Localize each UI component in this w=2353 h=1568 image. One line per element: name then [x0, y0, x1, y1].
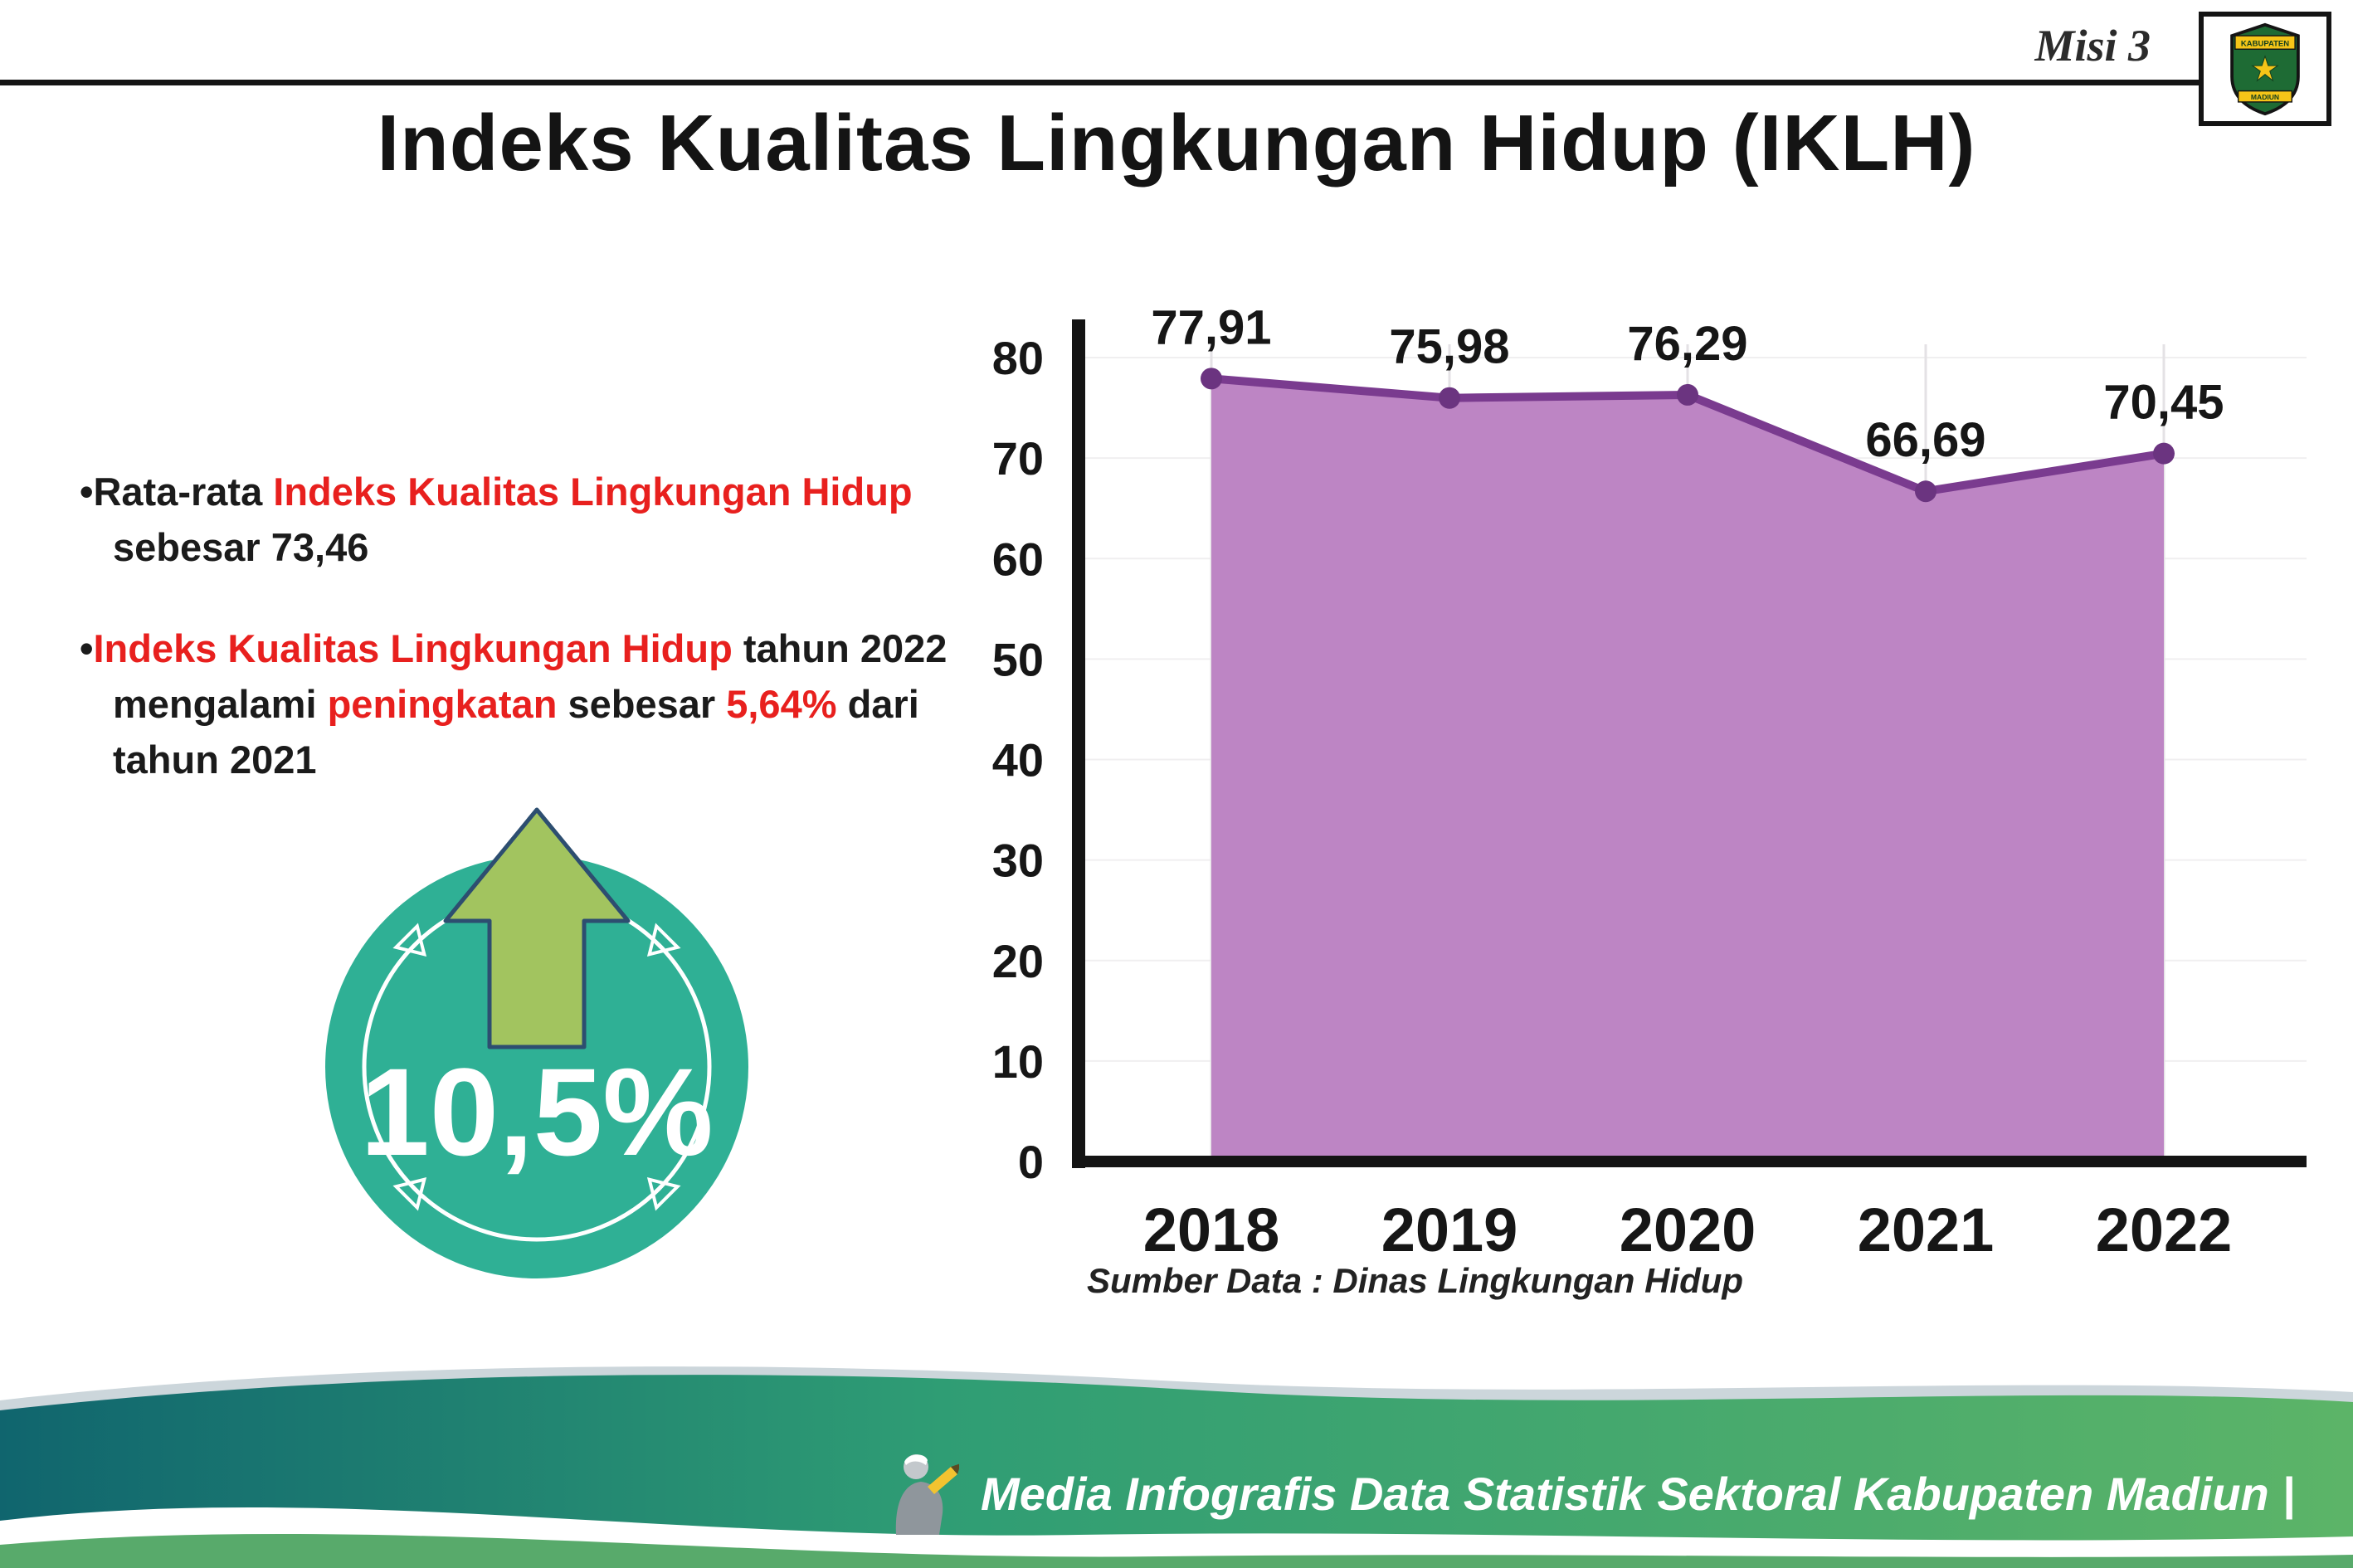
badge-ring-ticks	[392, 923, 681, 1211]
footer-wave-bottom	[0, 1534, 2353, 1568]
chart-point	[2153, 442, 2175, 465]
y-tick-label: 80	[992, 332, 1044, 384]
value-label: 66,69	[1865, 413, 1985, 467]
data-source: Sumber Data : Dinas Lingkungan Hidup	[1087, 1261, 1744, 1300]
y-tick-label: 20	[992, 935, 1044, 987]
mascot-icon	[895, 1454, 960, 1535]
x-tick-label: 2019	[1381, 1195, 1518, 1264]
highlight-text: Indeks Kualitas Lingkungan Hidup	[273, 470, 913, 514]
highlight-text: Indeks Kualitas Lingkungan Hidup	[93, 626, 733, 671]
y-tick-label: 50	[992, 633, 1044, 685]
x-tick-label: 2018	[1143, 1195, 1280, 1264]
body-text: dari tahun 2021	[113, 682, 919, 782]
bullet-item: •Indeks Kualitas Lingkungan Hidup tahun …	[80, 621, 951, 787]
footer-caption: Media Infografis Data Statistik Sektoral…	[981, 1467, 2295, 1520]
y-tick-label: 60	[992, 533, 1044, 585]
header-divider	[0, 80, 2200, 85]
iklh-chart: 0 10 20 30 40 50 60 70 80 77,91 75,98 76,29 66,69 70,…	[946, 299, 2353, 1344]
highlight-text: 5,64%	[726, 682, 837, 727]
chart-point	[1439, 387, 1460, 409]
chart-area	[1211, 378, 2164, 1161]
chart-point	[1677, 383, 1698, 406]
body-text: Rata-rata	[93, 470, 274, 514]
body-text: tahun 2022 mengalami	[113, 626, 948, 727]
footer-waves	[0, 1366, 2353, 1568]
y-tick-label: 0	[1018, 1136, 1044, 1188]
chart-point	[1915, 480, 1936, 503]
x-tick-label: 2021	[1858, 1195, 1995, 1264]
body-text: sebesar 73,46	[113, 524, 369, 569]
iklh-area-chart: 0 10 20 30 40 50 60 70 80 77,91 75,98 76,29 66,69 70,…	[992, 300, 2307, 1264]
misi-label: Misi 3	[2034, 21, 2151, 71]
bullet-item: •Rata-rata Indeks Kualitas Lingkungan Hi…	[80, 465, 951, 575]
y-tick-label: 70	[992, 432, 1044, 485]
bullet-marker: •	[80, 626, 94, 671]
footer-wave-main	[0, 1375, 2353, 1568]
x-tick-label: 2022	[2096, 1195, 2233, 1264]
chart-point	[1201, 368, 1222, 390]
highlight-text: peningkatan	[327, 682, 558, 727]
value-label: 77,91	[1151, 300, 1271, 354]
value-label: 76,29	[1627, 317, 1747, 371]
kabupaten-madiun-logo: KABUPATEN MADIUN	[2199, 12, 2331, 126]
value-label: 75,98	[1389, 320, 1509, 374]
up-arrow-icon	[443, 807, 631, 1049]
y-tick-label: 40	[992, 734, 1044, 786]
shield-icon: KABUPATEN MADIUN	[2230, 22, 2300, 116]
bullet-list: •Rata-rata Indeks Kualitas Lingkungan Hi…	[80, 465, 951, 835]
x-tick-label: 2020	[1620, 1195, 1756, 1264]
footer-bar: Media Infografis Data Statistik Sektoral…	[0, 1445, 2353, 1541]
increase-badge: 10,5%	[315, 798, 763, 1336]
body-text: sebesar	[557, 682, 727, 727]
logo-bottom-text: MADIUN	[2251, 93, 2279, 101]
logo-top-text: KABUPATEN	[2241, 39, 2289, 48]
increase-percentage: 10,5%	[360, 1042, 713, 1181]
y-tick-label: 30	[992, 835, 1044, 887]
badge-circle	[325, 855, 748, 1278]
bullet-marker: •	[80, 470, 94, 514]
page-title: Indeks Kualitas Lingkungan Hidup (IKLH)	[377, 99, 1976, 187]
y-tick-label: 10	[992, 1035, 1044, 1088]
increase-badge-graphic: 10,5%	[325, 807, 748, 1278]
value-label: 70,45	[2103, 376, 2224, 430]
